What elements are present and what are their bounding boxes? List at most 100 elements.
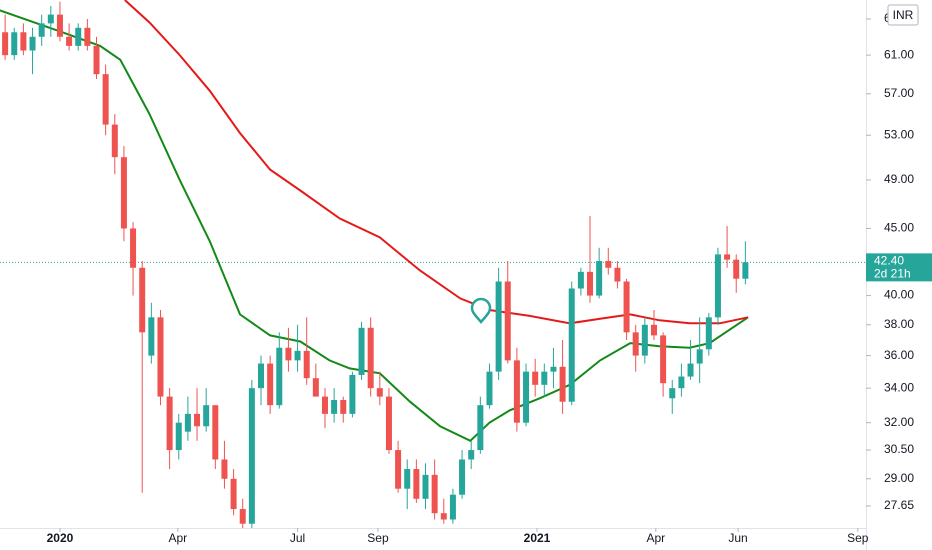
moving-average: [124, 0, 749, 325]
candle-body: [66, 36, 73, 46]
candle-body: [120, 157, 127, 229]
candle-body: [395, 450, 402, 489]
candle-body: [75, 27, 82, 46]
candle-body: [2, 32, 9, 56]
candle-body: [577, 271, 584, 289]
candle-body: [267, 363, 274, 406]
candle-body: [495, 281, 502, 372]
candle-body: [157, 317, 164, 397]
candle-body: [84, 27, 91, 46]
candle-body: [367, 327, 374, 389]
x-tick-label: Apr: [646, 531, 665, 545]
candle-body: [20, 32, 27, 51]
candle-body: [486, 371, 493, 406]
candle-body: [358, 327, 365, 375]
candle-body: [650, 324, 657, 336]
x-tick-label: Jun: [728, 531, 747, 545]
axes: 27.65 29.00 30.50 32.00 34.00 36.00 38.00 40.00…: [47, 11, 932, 545]
candle-body: [523, 371, 530, 423]
candle-body: [705, 317, 712, 350]
marker-pin[interactable]: [470, 297, 492, 325]
candle-body: [413, 469, 420, 499]
candle-body: [468, 450, 475, 460]
candle-body: [258, 363, 265, 389]
candle-body: [431, 474, 438, 514]
candle-body: [166, 396, 173, 451]
y-tick-label: 57.00: [884, 86, 914, 100]
candle-body: [587, 271, 594, 296]
candle-body: [513, 360, 520, 423]
candle-body: [641, 324, 648, 356]
candle-body: [724, 254, 731, 260]
candle-body: [742, 262, 749, 279]
candle-body: [11, 32, 18, 56]
candle-body: [312, 378, 319, 397]
candle-body: [614, 267, 621, 282]
currency-box[interactable]: [887, 4, 919, 26]
candle-body: [29, 36, 36, 51]
y-tick-label: 53.00: [884, 127, 914, 141]
candle-body: [148, 317, 155, 356]
candle-body: [687, 363, 694, 377]
y-tick-label: 40.00: [884, 288, 914, 302]
last-price-box: [866, 253, 932, 282]
candle-body: [175, 422, 182, 451]
candle-body: [194, 413, 201, 427]
y-tick-label: 34.00: [884, 380, 914, 394]
currency: INR: [893, 8, 914, 22]
candle-body: [678, 376, 685, 389]
y-tick-label: 32.00: [884, 415, 914, 429]
candle-body: [239, 509, 246, 524]
candle-body: [605, 261, 612, 268]
candle-body: [331, 400, 338, 414]
candle-body: [203, 405, 210, 427]
candle-body: [321, 396, 328, 414]
candle-body: [276, 347, 283, 406]
candle-body: [696, 349, 703, 364]
candle-body: [285, 347, 292, 361]
countdown: 2d 21h: [874, 267, 911, 281]
candle-body: [230, 478, 237, 510]
candle-body: [404, 469, 411, 489]
candle-body: [376, 388, 383, 397]
candle-body: [303, 350, 310, 379]
candle-body: [385, 396, 392, 451]
plot-area: [0, 0, 866, 528]
candle-body: [532, 371, 539, 385]
candle-body: [632, 332, 639, 356]
candle-body: [93, 45, 100, 75]
x-tick-label: 2020: [47, 531, 74, 545]
candle-body: [38, 23, 45, 37]
candle-body: [477, 405, 484, 451]
candle-body: [212, 405, 219, 460]
candle-body: [541, 371, 548, 385]
x-tick-label: Jul: [290, 531, 305, 545]
candle-body: [184, 413, 191, 432]
candle-body: [733, 259, 740, 279]
candle-body: [504, 281, 511, 361]
candle-body: [349, 374, 356, 414]
moving-average: [0, 9, 749, 442]
candle-body: [714, 254, 721, 318]
location-marker[interactable]: [470, 297, 492, 325]
candle-body: [56, 14, 63, 37]
candle-body: [623, 281, 630, 333]
candle-body: [221, 459, 228, 479]
candle-body: [111, 124, 118, 158]
candle-body: [559, 366, 566, 402]
candle-body: [248, 388, 255, 524]
y-tick-label: 49.00: [884, 172, 914, 186]
x-tick-label: 2021: [524, 531, 551, 545]
y-tick-label: 27.65: [884, 498, 914, 512]
candle-body: [340, 400, 347, 414]
y-tick-label: 36.00: [884, 348, 914, 362]
x-tick-label: Apr: [168, 531, 187, 545]
candle-body: [669, 388, 676, 399]
candle-body: [660, 335, 667, 384]
candle-body: [568, 288, 575, 402]
candle-body: [449, 494, 456, 520]
candle-body: [550, 366, 557, 372]
y-tick-label: 29.00: [884, 471, 914, 485]
